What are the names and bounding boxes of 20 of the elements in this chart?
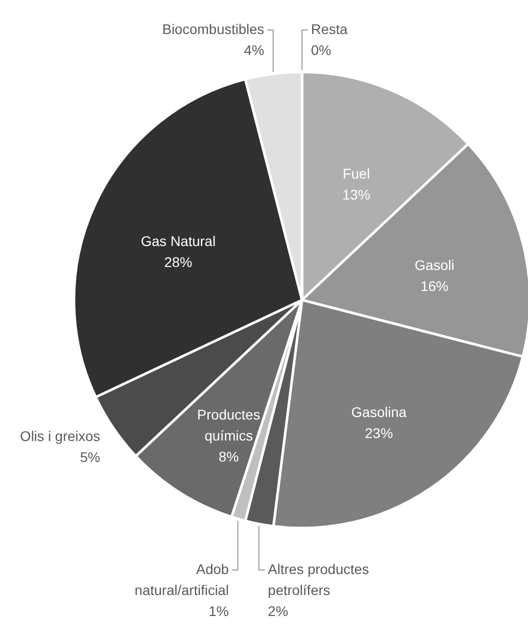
data-label: 1% — [208, 603, 229, 619]
slice-label: Gas Natural — [140, 232, 216, 249]
category-label: Resta — [311, 21, 348, 37]
slice-label: Productes químics — [197, 406, 260, 444]
slice-label: Gasoli — [414, 256, 454, 273]
data-label: 16% — [420, 278, 449, 294]
data-label: 5% — [80, 449, 100, 466]
slice-label: Altres productes petrolífers — [268, 561, 370, 598]
data-label: 2% — [268, 603, 288, 619]
data-label: 13% — [342, 186, 370, 202]
text: 0% — [311, 42, 332, 58]
slice-label: Fuel — [342, 165, 370, 182]
slice-label: Gasolina — [351, 404, 407, 420]
data-label: 28% — [164, 254, 192, 270]
slice-label: Olis i greixos — [20, 428, 100, 444]
slice-label: Adob natural/artificial — [134, 561, 230, 598]
data-label: 4% — [244, 42, 264, 58]
data-label: 23% — [364, 425, 393, 442]
slice-label: Biocombustibles — [162, 21, 264, 37]
data-label: 8% — [218, 448, 239, 465]
